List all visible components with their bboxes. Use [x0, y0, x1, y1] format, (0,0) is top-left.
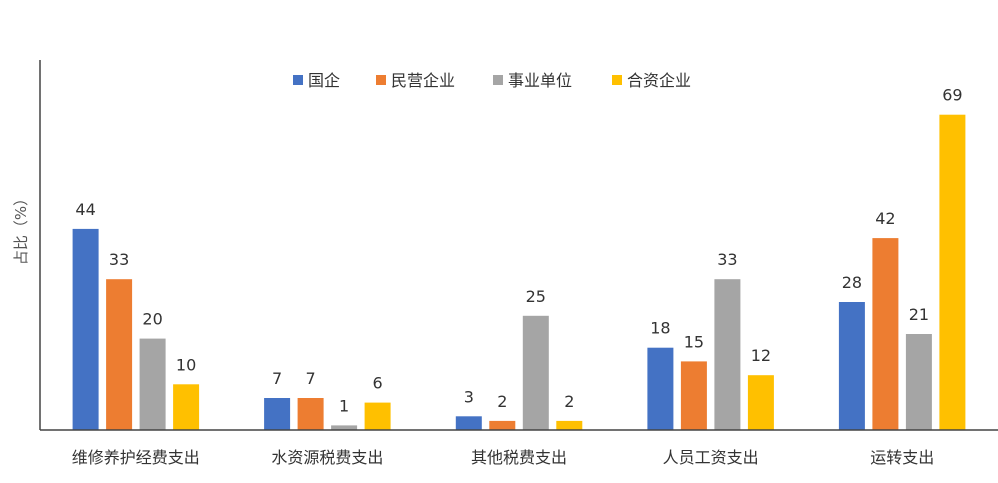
legend-swatch: [493, 75, 503, 85]
value-label: 33: [109, 250, 129, 269]
value-label: 25: [526, 287, 546, 306]
value-label: 28: [842, 273, 862, 292]
bar-合资企业-水资源税费支出: [364, 402, 391, 430]
legend-label: 国企: [308, 71, 340, 90]
value-label: 21: [909, 305, 929, 324]
value-label: 33: [717, 250, 737, 269]
legend-swatch: [612, 75, 622, 85]
legend: 国企 民营企业 事业单位 合资企业: [293, 71, 691, 90]
value-label: 18: [650, 319, 670, 338]
x-tick-label: 其他税费支出: [471, 448, 567, 467]
legend-item-事业单位: 事业单位: [493, 71, 572, 90]
value-label: 1: [339, 396, 349, 415]
value-label: 3: [464, 387, 474, 406]
x-axis-labels: 维修养护经费支出 水资源税费支出 其他税费支出 人员工资支出 运转支出: [72, 448, 934, 467]
value-label: 2: [564, 392, 574, 411]
x-tick-label: 维修养护经费支出: [72, 448, 200, 467]
value-label: 44: [75, 200, 95, 219]
value-labels: 44 33 20 10 7 7 1 6 3 2 25 2 18 15 33 12 28 42 21 69: [75, 86, 962, 416]
bar-民营企业-人员工资支出: [680, 361, 707, 430]
value-label: 15: [684, 332, 704, 351]
bar-合资企业-人员工资支出: [747, 375, 774, 430]
x-tick-label: 水资源税费支出: [271, 448, 383, 467]
legend-label: 事业单位: [508, 71, 572, 90]
bar-国企-水资源税费支出: [264, 398, 291, 430]
bar-事业单位-运转支出: [905, 334, 932, 430]
legend-swatch: [293, 75, 303, 85]
value-label: 7: [272, 369, 282, 388]
bar-国企-运转支出: [838, 302, 865, 430]
value-label: 12: [751, 346, 771, 365]
bar-国企-其他税费支出: [455, 416, 482, 430]
bar-民营企业-运转支出: [872, 238, 899, 430]
bar-民营企业-维修养护经费支出: [106, 279, 133, 430]
legend-item-民营企业: 民营企业: [376, 71, 455, 90]
legend-swatch: [376, 75, 386, 85]
bar-合资企业-运转支出: [939, 114, 966, 430]
value-label: 2: [497, 392, 507, 411]
bar-国企-人员工资支出: [647, 347, 674, 430]
legend-label: 合资企业: [627, 71, 691, 90]
bar-事业单位-其他税费支出: [522, 315, 549, 431]
value-label: 10: [176, 355, 196, 374]
legend-item-合资企业: 合资企业: [612, 71, 691, 90]
value-label: 42: [875, 209, 895, 228]
x-tick-label: 运转支出: [870, 448, 934, 467]
value-label: 69: [942, 86, 962, 105]
legend-label: 民营企业: [391, 71, 455, 90]
bar-事业单位-水资源税费支出: [331, 425, 358, 430]
value-label: 20: [142, 310, 162, 329]
bar-合资企业-其他税费支出: [556, 420, 583, 430]
bar-事业单位-人员工资支出: [714, 279, 741, 430]
bar-事业单位-维修养护经费支出: [139, 338, 166, 430]
legend-item-国企: 国企: [293, 71, 340, 90]
bar-民营企业-水资源税费支出: [297, 398, 324, 430]
x-tick-label: 人员工资支出: [663, 448, 759, 467]
bar-合资企业-维修养护经费支出: [173, 384, 200, 430]
y-axis-title: 占比（%）: [12, 191, 30, 265]
bar-国企-维修养护经费支出: [72, 228, 99, 430]
value-label: 6: [373, 374, 383, 393]
bar-民营企业-其他税费支出: [489, 420, 516, 430]
value-label: 7: [306, 369, 316, 388]
bars: [72, 114, 966, 431]
